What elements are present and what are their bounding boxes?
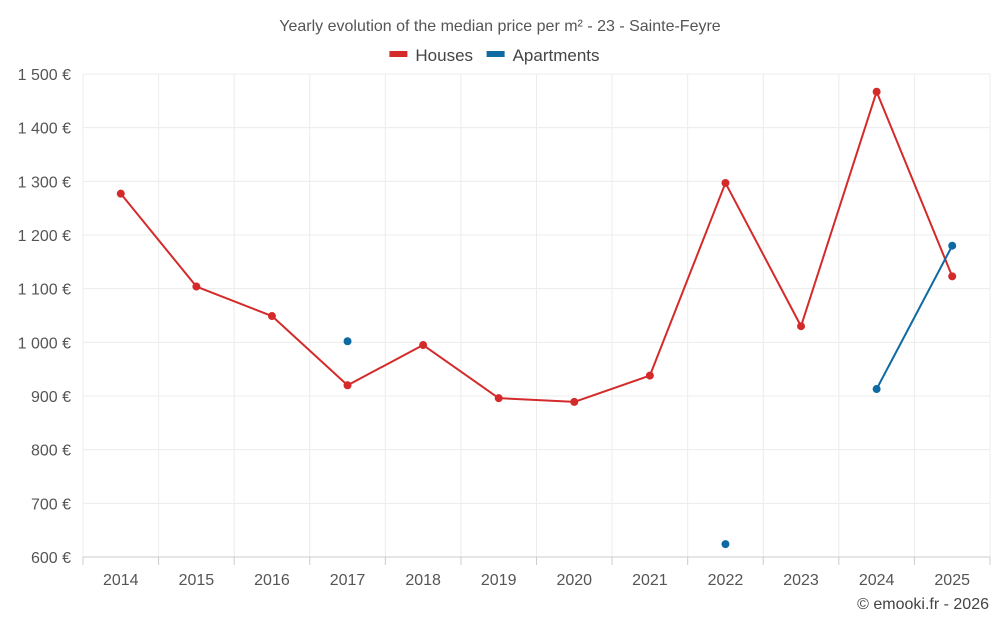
data-point-houses[interactable] [267,312,276,321]
legend-label: Apartments [513,46,600,65]
x-tick-label: 2024 [859,572,895,589]
data-point-houses[interactable] [570,397,579,406]
chart-title: Yearly evolution of the median price per… [279,18,721,35]
x-tick-label: 2020 [556,572,592,589]
data-point-apartments[interactable] [872,385,881,394]
x-tick-label: 2019 [481,572,517,589]
series-line-houses [120,90,954,403]
x-tick-label: 2016 [254,572,290,589]
legend-swatch [389,51,408,57]
data-point-houses[interactable] [721,178,730,187]
series-apartments [343,241,957,549]
y-tick-label: 700 € [31,496,71,513]
data-point-houses[interactable] [872,87,881,96]
series-layer [116,87,957,549]
x-tick-label: 2022 [708,572,744,589]
credit-text: © emooki.fr - 2026 [857,596,989,613]
x-tick-label: 2023 [783,572,819,589]
y-tick-label: 1 100 € [18,282,71,299]
x-tick-label: 2021 [632,572,668,589]
legend-item-apartments[interactable]: Apartments [486,46,600,65]
y-tick-label: 1 200 € [18,228,71,245]
y-axis: 600 € 700 € 800 € 900 € 1 000 € 1 100 € 1 200 … [18,67,71,567]
legend: Houses Apartments [389,46,600,65]
legend-swatch [486,51,505,57]
y-tick-label: 1 400 € [18,121,71,138]
x-tick-label: 2015 [179,572,215,589]
x-axis: 2014 2015 2016 2017 2018 2019 2020 2021 2022 2023… [82,556,991,589]
data-point-houses[interactable] [343,381,352,390]
data-point-houses[interactable] [419,341,428,350]
x-tick-label: 2017 [330,572,366,589]
series-houses [116,87,957,406]
legend-item-houses[interactable]: Houses [389,46,473,65]
legend-label: Houses [415,46,473,65]
data-point-houses[interactable] [645,371,654,380]
y-tick-label: 800 € [31,443,71,460]
x-tick-label: 2025 [934,572,970,589]
data-point-apartments[interactable] [948,241,957,250]
y-tick-label: 600 € [31,550,71,567]
series-line-apartments [875,245,954,390]
data-point-apartments[interactable] [343,337,352,346]
y-tick-label: 1 300 € [18,174,71,191]
data-point-houses[interactable] [797,322,806,331]
data-point-houses[interactable] [192,282,201,291]
y-tick-label: 1 000 € [18,335,71,352]
data-point-houses[interactable] [116,189,125,198]
x-tick-label: 2018 [405,572,441,589]
data-point-houses[interactable] [948,272,957,281]
y-tick-label: 900 € [31,389,71,406]
data-point-houses[interactable] [494,394,503,403]
x-tick-label: 2014 [103,572,139,589]
grid-lines [82,73,991,558]
data-point-apartments[interactable] [721,540,730,549]
y-tick-label: 1 500 € [18,67,71,84]
